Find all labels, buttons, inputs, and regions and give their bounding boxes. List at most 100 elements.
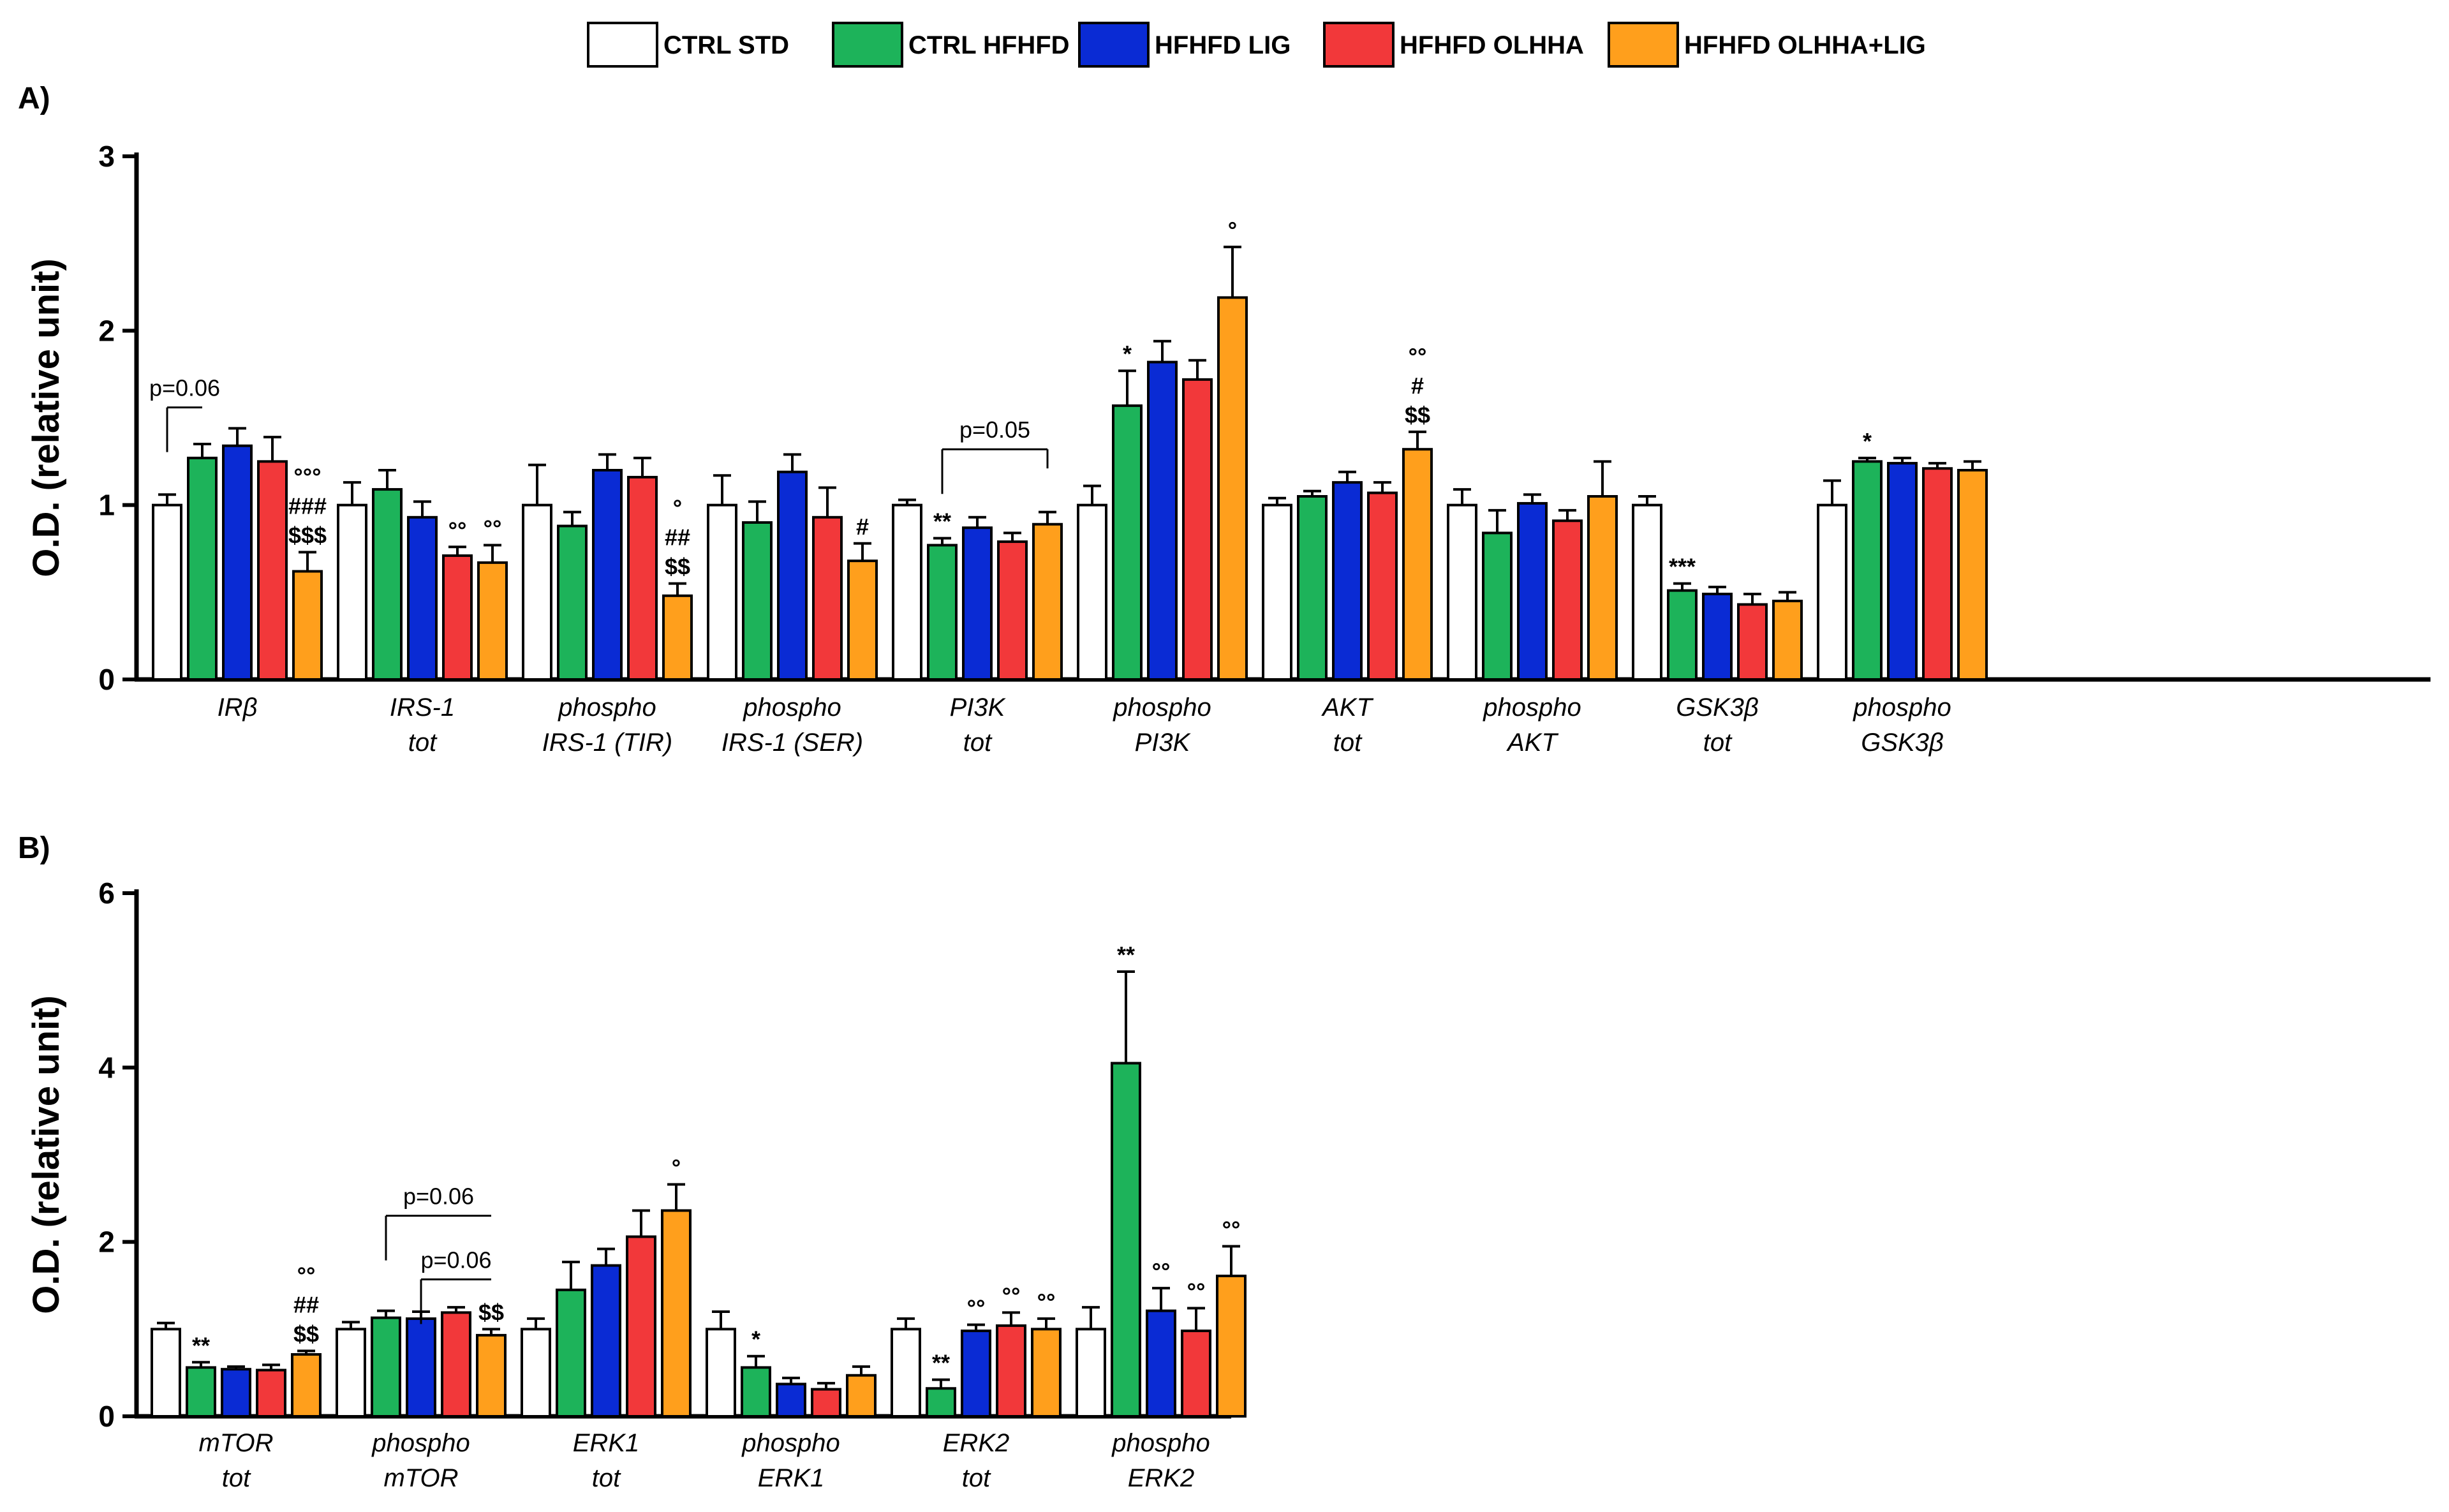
bar <box>777 470 808 681</box>
bar <box>337 503 367 681</box>
significance-mark: ° <box>672 1154 681 1180</box>
y-axis-label: O.D. (relative unit) <box>26 258 67 577</box>
category-label-line2: IRS-1 (SER) <box>721 729 863 757</box>
significance-mark: *** <box>1669 554 1696 580</box>
legend-label: HFHFD OLHHA+LIG <box>1684 31 1926 59</box>
bar <box>1587 495 1618 681</box>
significance-mark: °° <box>297 1263 316 1289</box>
bar <box>371 1316 401 1418</box>
category-label: ERK2 <box>943 1429 1010 1457</box>
category-label: phospho <box>743 693 841 722</box>
legend-label: CTRL HFHFD <box>908 31 1070 59</box>
significance-mark: ** <box>932 1350 950 1376</box>
bar <box>1367 491 1398 681</box>
category-label: mTOR <box>198 1429 273 1457</box>
significance-mark: $$ <box>665 554 690 580</box>
category-label-line2: tot <box>1333 729 1363 757</box>
bar <box>441 1311 471 1418</box>
significance-mark: °° <box>1002 1282 1021 1308</box>
bar <box>1737 603 1768 681</box>
bar <box>776 1382 806 1418</box>
bar <box>292 570 323 681</box>
significance-mark: ** <box>192 1332 210 1358</box>
legend-label: HFHFD LIG <box>1155 31 1291 59</box>
y-tick-label: 3 <box>98 140 115 173</box>
significance-mark: $$ <box>478 1299 504 1325</box>
category-label: GSK3β <box>1676 693 1759 722</box>
bar <box>706 1328 736 1418</box>
significance-mark: ** <box>933 508 951 535</box>
category-label: PI3K <box>950 693 1007 722</box>
bar <box>707 503 737 681</box>
significance-mark: # <box>856 514 869 540</box>
legend-swatch <box>832 22 903 68</box>
bar <box>1111 1062 1141 1418</box>
significance-mark: ° <box>1228 217 1237 243</box>
panel-b-chart: B) O.D. (relative unit) 0 2 4 6 mTOR tot phospho… <box>18 831 1247 1492</box>
bar <box>1181 1330 1211 1418</box>
bar <box>257 460 288 681</box>
legend-swatch <box>1078 22 1150 68</box>
significance-mark: # <box>1411 373 1424 399</box>
bar <box>407 515 438 681</box>
bar <box>442 554 473 681</box>
significance-mark: ** <box>1117 942 1135 968</box>
bar <box>1632 503 1662 681</box>
bar <box>256 1368 286 1418</box>
bar <box>336 1328 366 1418</box>
category-label-line2: tot <box>408 729 438 757</box>
bar <box>1077 503 1107 681</box>
bar <box>1957 469 1988 681</box>
significance-mark: ## <box>293 1292 319 1318</box>
significance-mark: ### <box>288 493 327 519</box>
bar <box>927 544 958 681</box>
legend-swatch <box>1608 22 1679 68</box>
bar <box>847 560 878 681</box>
y-tick-label: 2 <box>98 1226 115 1259</box>
significance-mark: $$$ <box>288 522 327 548</box>
bar <box>1297 495 1328 681</box>
category-label-line2: tot <box>592 1464 621 1492</box>
bar <box>291 1353 322 1418</box>
bar <box>1667 589 1698 681</box>
legend-swatch <box>587 22 658 68</box>
category-label-line2: tot <box>963 729 993 757</box>
bar <box>221 1368 251 1418</box>
bar <box>151 1328 181 1418</box>
bar <box>1217 296 1248 681</box>
bar <box>741 1366 771 1418</box>
bar <box>892 503 922 681</box>
bar <box>926 1387 956 1418</box>
bar <box>1852 460 1883 681</box>
category-label-line2: ERK2 <box>1128 1464 1195 1492</box>
legend-label: CTRL STD <box>663 31 789 59</box>
category-label: phospho <box>558 693 656 722</box>
bar <box>1146 1309 1176 1418</box>
bar <box>186 1366 216 1418</box>
legend: CTRL STD CTRL HFHFD HFHFD LIG HFHFD OLHHA HF… <box>587 22 1926 68</box>
significance-mark: °° <box>967 1295 986 1321</box>
category-label: AKT <box>1321 693 1373 722</box>
category-label-line2: GSK3β <box>1861 729 1944 757</box>
category-label: phospho <box>741 1429 840 1457</box>
bar <box>372 488 403 681</box>
bracket-p-value: p=0.05 <box>959 417 1030 443</box>
bar <box>846 1374 877 1418</box>
bar <box>1031 1328 1062 1418</box>
bar <box>1182 378 1213 681</box>
category-label: IRβ <box>218 693 258 722</box>
bar <box>812 515 843 681</box>
significance-mark: * <box>751 1326 760 1353</box>
bar <box>961 1330 991 1418</box>
significance-mark: °° <box>1222 1217 1241 1243</box>
bar <box>626 1235 656 1418</box>
bar <box>187 456 218 681</box>
bar <box>962 526 993 681</box>
bar <box>1216 1274 1247 1418</box>
bar <box>891 1328 921 1418</box>
bar <box>1482 531 1513 681</box>
category-label: phospho <box>1483 693 1581 722</box>
bar <box>522 503 552 681</box>
y-tick-label: 4 <box>98 1051 115 1084</box>
